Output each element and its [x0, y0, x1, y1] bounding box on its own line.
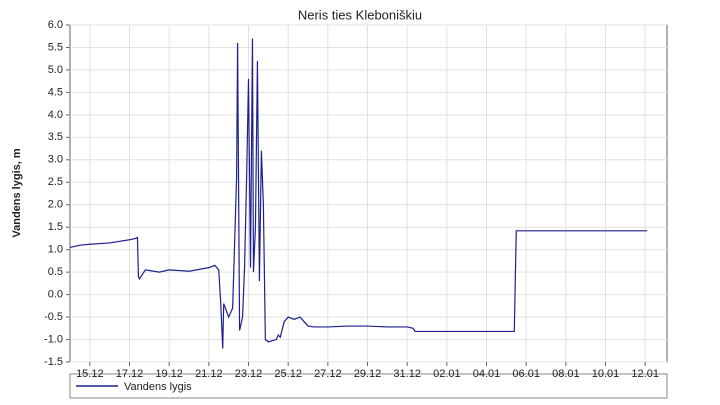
data-line: [69, 38, 648, 349]
x-tick-label: 17.12: [116, 368, 144, 380]
chart-title: Neris ties Kleboniškiu: [298, 7, 422, 22]
y-tick-label: 1.0: [48, 244, 63, 256]
y-tick-label: 0.5: [48, 266, 63, 278]
legend-label: Vandens lygis: [124, 381, 192, 393]
x-tick-label: 25.12: [274, 368, 302, 380]
y-tick-label: 0.0: [48, 289, 63, 301]
x-tick-label: 31.12: [393, 368, 421, 380]
y-tick-label: -1.5: [44, 356, 63, 368]
y-tick-label: 4.5: [48, 86, 63, 98]
y-tick-label: 3.0: [48, 154, 63, 166]
y-tick-label: -0.5: [44, 311, 63, 323]
x-tick-label: 27.12: [314, 368, 342, 380]
plot-area: [69, 24, 668, 363]
y-tick-label: -1.0: [44, 333, 63, 345]
y-tick-label: 2.0: [48, 199, 63, 211]
x-tick-label: 23.12: [235, 368, 263, 380]
y-tick-label: 4.0: [48, 109, 63, 121]
x-tick-label: 06.01: [512, 368, 540, 380]
y-tick-label: 1.5: [48, 221, 63, 233]
x-tick-label: 08.01: [552, 368, 580, 380]
x-tick-label: 12.01: [631, 368, 659, 380]
legend: [69, 373, 668, 399]
y-tick-label: 5.0: [48, 64, 63, 76]
y-tick-label: 6.0: [48, 19, 63, 31]
x-tick-label: 15.12: [76, 368, 104, 380]
x-tick-label: 02.01: [433, 368, 461, 380]
y-tick-label: 2.5: [48, 176, 63, 188]
x-tick-label: 21.12: [195, 368, 223, 380]
y-tick-label: 3.5: [48, 131, 63, 143]
x-tick-label: 19.12: [155, 368, 183, 380]
y-tick-label: 5.5: [48, 41, 63, 53]
x-tick-label: 10.01: [592, 368, 620, 380]
x-tick-label: 04.01: [473, 368, 501, 380]
y-axis-label: Vandens lygis, m: [11, 148, 23, 237]
x-tick-label: 29.12: [354, 368, 382, 380]
